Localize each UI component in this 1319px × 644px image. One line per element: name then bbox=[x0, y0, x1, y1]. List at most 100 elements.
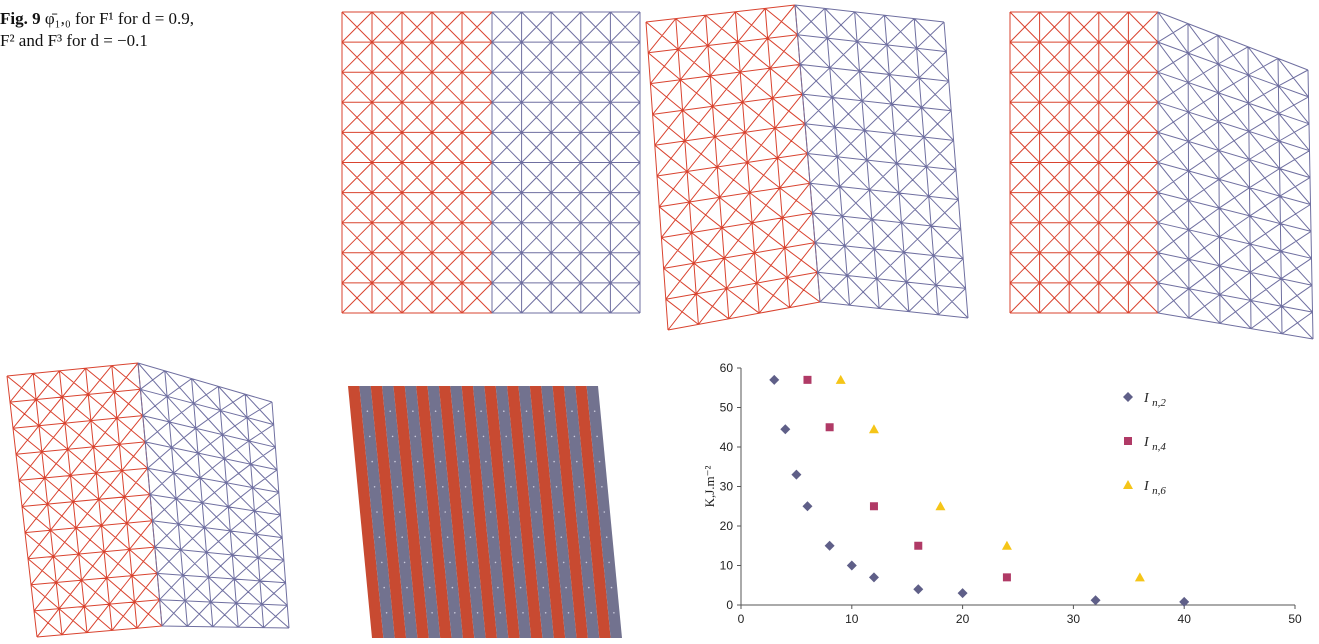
stripe-node bbox=[512, 511, 515, 513]
legend-label: I n,2 bbox=[1143, 391, 1166, 409]
stripe-node bbox=[412, 410, 414, 413]
stripe-node bbox=[369, 435, 371, 438]
stripe bbox=[507, 386, 543, 638]
stripe-node bbox=[522, 612, 524, 614]
point-square bbox=[825, 423, 834, 432]
stripe-node bbox=[457, 410, 460, 413]
stripe-node bbox=[601, 486, 603, 488]
stripe-node bbox=[399, 511, 401, 513]
point-diamond bbox=[780, 424, 791, 435]
stripe-node bbox=[503, 410, 505, 413]
x-tick-label: 30 bbox=[1067, 612, 1081, 626]
stripe-node bbox=[391, 435, 394, 438]
y-tick-label: 20 bbox=[720, 519, 734, 533]
stripe-node bbox=[426, 561, 429, 564]
point-diamond bbox=[769, 374, 780, 385]
stripe-node bbox=[385, 612, 388, 614]
y-tick-label: 50 bbox=[720, 401, 734, 415]
x-tick-label: 20 bbox=[956, 612, 970, 626]
x-tick-label: 10 bbox=[845, 612, 859, 626]
stripe-node bbox=[406, 586, 408, 589]
y-axis-label: K,J.m⁻² bbox=[702, 465, 717, 507]
stripe-node bbox=[515, 536, 517, 538]
mesh-panel-4 bbox=[6, 362, 290, 638]
stripe-node bbox=[442, 486, 444, 488]
stripe-node bbox=[366, 410, 369, 413]
mesh-panel-2 bbox=[645, 4, 969, 331]
stripe bbox=[484, 386, 520, 638]
stripe-node bbox=[446, 536, 449, 538]
stripe-node bbox=[492, 536, 494, 538]
stripe-node bbox=[565, 586, 567, 589]
stripe-node bbox=[535, 511, 537, 513]
point-diamond bbox=[868, 572, 879, 583]
stripe-node bbox=[548, 410, 551, 413]
stripe-node bbox=[451, 586, 454, 589]
caption-line-1: φ̄₁,₀ for F¹ for d = 0.9, bbox=[44, 9, 195, 28]
stripe-node bbox=[416, 460, 419, 463]
stripe-node bbox=[585, 561, 588, 564]
mesh-grid bbox=[794, 4, 969, 319]
stripe-node bbox=[510, 486, 512, 488]
stripe-node bbox=[454, 612, 456, 614]
point-diamond bbox=[824, 540, 835, 551]
stripe-node bbox=[610, 586, 613, 589]
stripe-node bbox=[434, 410, 437, 413]
mesh-panel-3 bbox=[1009, 11, 1314, 340]
caption-line-2: F² and F³ for d = −0.1 bbox=[0, 31, 148, 50]
stripe-node bbox=[505, 435, 508, 438]
stripe-node bbox=[424, 536, 426, 538]
legend-marker-square bbox=[1124, 437, 1132, 445]
stripe-node bbox=[542, 586, 545, 589]
stripe-node bbox=[381, 561, 383, 564]
stripe-node bbox=[544, 612, 547, 614]
stripe-node bbox=[439, 460, 442, 463]
stripe-panel bbox=[348, 386, 622, 638]
stripe-node bbox=[555, 486, 558, 488]
stripe-node bbox=[497, 586, 499, 589]
point-triangle bbox=[1134, 572, 1145, 582]
stripe-node bbox=[537, 536, 540, 538]
point-diamond bbox=[913, 584, 924, 595]
stripe-node bbox=[421, 511, 424, 513]
point-diamond bbox=[802, 501, 813, 512]
mesh-grid bbox=[1009, 11, 1159, 314]
point-square bbox=[914, 541, 923, 550]
stripe bbox=[552, 386, 588, 638]
stripe-node bbox=[444, 511, 447, 513]
y-tick-label: 60 bbox=[720, 361, 734, 375]
legend-label: I n,6 bbox=[1143, 479, 1166, 497]
point-triangle bbox=[935, 501, 946, 511]
stripe-node bbox=[596, 435, 598, 438]
stripe-node bbox=[462, 460, 465, 463]
y-tick-label: 10 bbox=[720, 559, 734, 573]
stripe-node bbox=[576, 460, 578, 463]
legend-label: I n,4 bbox=[1143, 435, 1166, 453]
x-tick-label: 40 bbox=[1178, 612, 1192, 626]
y-tick-label: 30 bbox=[720, 480, 734, 494]
mesh-grid bbox=[341, 11, 493, 314]
stripe-node bbox=[613, 612, 615, 614]
stripe-node bbox=[603, 511, 606, 513]
stripe-node bbox=[499, 612, 502, 614]
stripe-node bbox=[573, 435, 576, 438]
mesh-panel-1 bbox=[341, 11, 641, 314]
stripe-node bbox=[588, 586, 590, 589]
stripe-node bbox=[476, 612, 479, 614]
stripe bbox=[348, 386, 384, 638]
stripe-node bbox=[428, 586, 431, 589]
x-tick-label: 50 bbox=[1288, 612, 1302, 626]
stripe-node bbox=[530, 460, 533, 463]
stripe-node bbox=[558, 511, 560, 513]
stripe-node bbox=[571, 410, 573, 413]
scatter-chart: 0 10 20 30 40 50 60 0 10 20 30 40 50 K,J.m⁻² I n,2 I n,… bbox=[702, 361, 1302, 626]
stripe-node bbox=[482, 435, 485, 438]
stripe-node bbox=[469, 536, 472, 538]
legend-marker-diamond bbox=[1123, 392, 1133, 402]
stripe-node bbox=[517, 561, 519, 564]
stripe bbox=[416, 386, 452, 638]
stripe-node bbox=[489, 511, 492, 513]
legend-marker-triangle bbox=[1123, 480, 1133, 489]
stripe-node bbox=[487, 486, 490, 488]
stripe-node bbox=[437, 435, 439, 438]
